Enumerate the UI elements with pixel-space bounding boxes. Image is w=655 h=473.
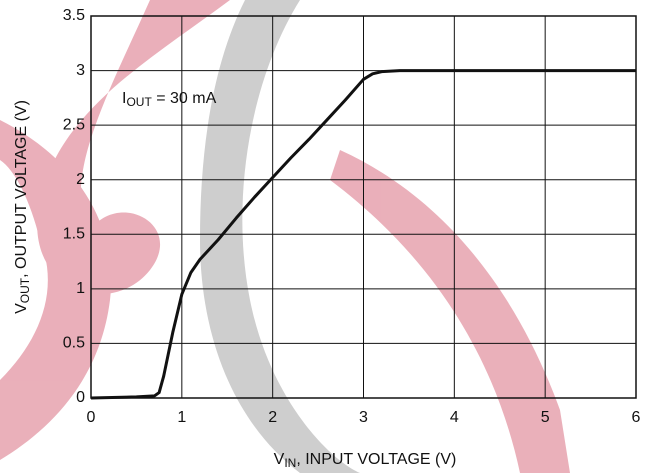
annotation-sub: OUT: [126, 95, 152, 109]
y-tick-label: 0.5: [63, 335, 85, 352]
y-tick-label: 2: [76, 171, 85, 188]
watermark-shape: [330, 150, 570, 473]
y-tick-label: 0: [76, 389, 85, 406]
x-label-sub: IN: [284, 456, 296, 470]
x-axis-label: VIN, INPUT VOLTAGE (V): [274, 451, 457, 470]
y-axis-label: VOUT, OUTPUT VOLTAGE (V): [13, 100, 32, 314]
x-tick-label: 1: [177, 409, 186, 426]
watermark: [0, 0, 570, 473]
y-tick-label: 2.5: [63, 116, 85, 133]
x-tick-label: 5: [541, 409, 550, 426]
x-tick-label: 4: [450, 409, 459, 426]
y-label-sub: OUT: [18, 277, 32, 303]
y-label-part: , OUTPUT VOLTAGE (V): [13, 100, 30, 278]
x-tick-label: 6: [632, 409, 641, 426]
watermark-shape: [0, 120, 112, 460]
y-tick-label: 3: [76, 62, 85, 79]
x-tick-label: 2: [268, 409, 277, 426]
plot-frame: [90, 15, 637, 399]
x-tick-label: 0: [87, 409, 96, 426]
x-tick-label: 3: [359, 409, 368, 426]
x-label-part: V: [274, 451, 285, 468]
annotation-part: = 30 mA: [152, 90, 217, 107]
y-tick-label: 1: [76, 280, 85, 297]
y-tick-label: 3.5: [63, 7, 85, 24]
annotation-part: I: [122, 90, 126, 107]
x-label-part: , INPUT VOLTAGE (V): [296, 451, 456, 468]
watermark-shape: [200, 0, 360, 473]
annotation: IOUT = 30 mA: [122, 90, 217, 109]
y-label-part: V: [13, 303, 30, 314]
data-line: [90, 69, 636, 400]
y-tick-label: 1.5: [63, 226, 85, 243]
